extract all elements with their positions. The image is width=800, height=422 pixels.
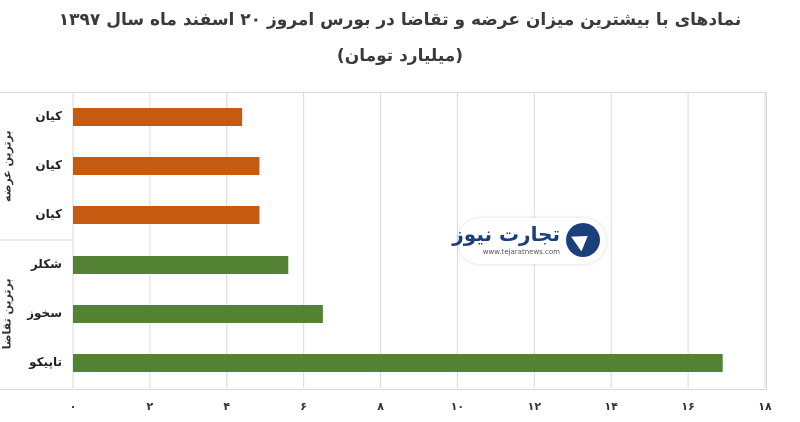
x-tick-label: ۲ xyxy=(146,400,154,413)
category-label: کیان xyxy=(35,207,62,221)
x-tick-label: ۸ xyxy=(377,400,384,413)
bar xyxy=(73,305,323,323)
x-tick-label: ۶ xyxy=(300,400,308,413)
watermark-name: تجارت نیوز xyxy=(452,222,560,246)
watermark-url: www.tejaratnews.com xyxy=(482,248,560,256)
x-tick-label: ۱۶ xyxy=(681,400,695,413)
watermark-logo: تجارت نیوز www.tejaratnews.com xyxy=(452,218,606,264)
bar xyxy=(73,354,723,372)
arrow-logo-icon xyxy=(566,223,600,257)
x-tick-label: ۱۸ xyxy=(758,400,772,413)
x-tick-label: ۴ xyxy=(223,400,231,413)
x-tick-label: ۱۲ xyxy=(527,400,542,413)
x-tick-label: ۱۴ xyxy=(604,400,618,413)
bar xyxy=(73,206,260,224)
category-label: سخوز xyxy=(27,306,62,320)
plot-frame xyxy=(0,92,767,390)
x-tick-label: ۰ xyxy=(69,400,77,413)
x-tick-label: ۱۰ xyxy=(450,400,465,413)
bar xyxy=(73,157,260,175)
chart-subtitle: (میلیارد تومان) xyxy=(336,46,464,66)
category-label: کیان xyxy=(35,158,62,172)
category-label: کیان xyxy=(35,109,62,123)
category-label: شکلر xyxy=(30,257,62,271)
category-label: تاپیکو xyxy=(29,355,62,369)
chart-title: نمادهای با بیشترین میزان عرضه و تقاضا در… xyxy=(58,10,742,30)
bar xyxy=(73,108,243,126)
bar xyxy=(73,256,289,274)
